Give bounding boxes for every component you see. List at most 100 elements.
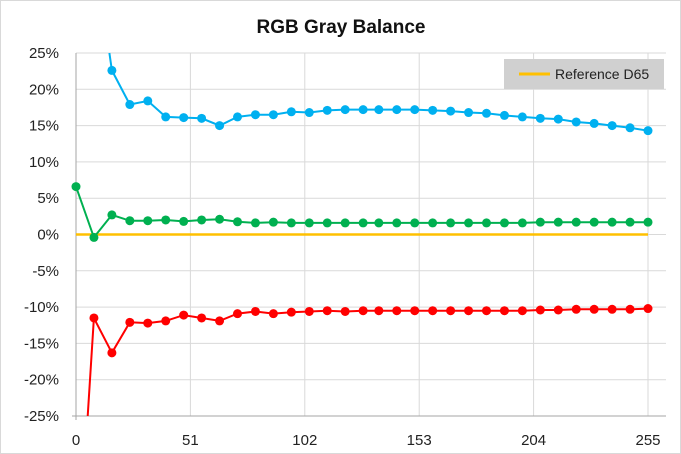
data-point <box>322 218 332 228</box>
data-point <box>464 108 474 118</box>
data-point <box>428 306 438 316</box>
data-point <box>233 217 243 227</box>
y-tick-label: -15% <box>24 335 59 352</box>
data-point <box>464 306 474 316</box>
data-point <box>428 105 438 115</box>
data-point <box>374 105 384 115</box>
series-0 <box>107 52 653 136</box>
data-point <box>250 218 260 228</box>
data-point <box>589 304 599 314</box>
data-point <box>571 217 581 227</box>
data-point <box>535 305 545 315</box>
x-tick-label: 0 <box>72 432 80 449</box>
y-tick-label: 0% <box>37 227 59 244</box>
data-point <box>161 316 171 326</box>
data-point <box>643 126 653 136</box>
x-tick-label: 153 <box>407 432 432 449</box>
y-tick-label: -25% <box>24 408 59 425</box>
data-point <box>71 182 81 192</box>
data-point <box>143 216 153 226</box>
data-point <box>215 121 225 131</box>
data-point <box>286 218 296 228</box>
data-point <box>304 218 314 228</box>
data-point <box>625 304 635 314</box>
data-point <box>410 105 420 115</box>
data-point <box>643 304 653 314</box>
data-point <box>392 105 402 115</box>
data-point <box>125 100 135 110</box>
series-1 <box>71 182 653 242</box>
data-point <box>89 313 99 323</box>
data-point <box>517 112 527 122</box>
x-tick-label: 204 <box>521 432 546 449</box>
data-point <box>535 217 545 227</box>
data-point <box>268 309 278 319</box>
data-point <box>625 123 635 133</box>
data-point <box>643 217 653 227</box>
data-point <box>215 316 225 326</box>
data-point <box>358 306 368 316</box>
series-line <box>75 186 648 240</box>
data-point <box>553 305 563 315</box>
data-point <box>143 96 153 106</box>
data-point <box>464 218 474 228</box>
data-point <box>374 218 384 228</box>
data-point <box>340 306 350 316</box>
data-point <box>607 304 617 314</box>
data-point <box>589 217 599 227</box>
data-point <box>125 317 135 327</box>
data-point <box>233 309 243 319</box>
data-point <box>517 218 527 228</box>
data-point <box>410 218 420 228</box>
data-point <box>197 313 207 323</box>
data-point <box>340 105 350 115</box>
data-point <box>481 108 491 118</box>
data-point <box>107 210 117 220</box>
y-tick-label: 10% <box>29 154 59 171</box>
data-point <box>446 106 456 116</box>
data-point <box>304 306 314 316</box>
data-point <box>125 216 135 226</box>
data-point <box>517 306 527 316</box>
data-point <box>374 306 384 316</box>
data-point <box>553 114 563 124</box>
data-point <box>625 217 635 227</box>
data-point <box>197 215 207 225</box>
data-point <box>268 217 278 227</box>
data-point <box>304 108 314 118</box>
data-point <box>107 65 117 75</box>
data-point <box>499 218 509 228</box>
data-point <box>161 112 171 122</box>
data-point <box>197 113 207 123</box>
data-point <box>481 306 491 316</box>
data-point <box>143 318 153 328</box>
data-point <box>499 306 509 316</box>
data-point <box>446 306 456 316</box>
data-point <box>358 218 368 228</box>
x-tick-label: 255 <box>635 432 660 449</box>
data-point <box>499 110 509 120</box>
data-point <box>250 110 260 120</box>
data-point <box>250 306 260 316</box>
data-point <box>161 215 171 225</box>
legend: Reference D65 <box>504 59 664 89</box>
x-tick-label: 102 <box>292 432 317 449</box>
series-group <box>71 52 653 417</box>
data-point <box>553 217 563 227</box>
data-point <box>179 113 189 123</box>
data-point <box>535 113 545 123</box>
data-point <box>392 306 402 316</box>
data-point <box>571 304 581 314</box>
data-point <box>340 218 350 228</box>
series-2 <box>86 304 653 417</box>
y-tick-label: -5% <box>32 263 59 280</box>
data-point <box>607 217 617 227</box>
data-point <box>589 118 599 128</box>
y-tick-label: 25% <box>29 45 59 62</box>
y-tick-label: 15% <box>29 118 59 135</box>
y-tick-label: 20% <box>29 81 59 98</box>
y-tick-label: -10% <box>24 299 59 316</box>
data-point <box>233 112 243 122</box>
series-line <box>86 307 649 417</box>
